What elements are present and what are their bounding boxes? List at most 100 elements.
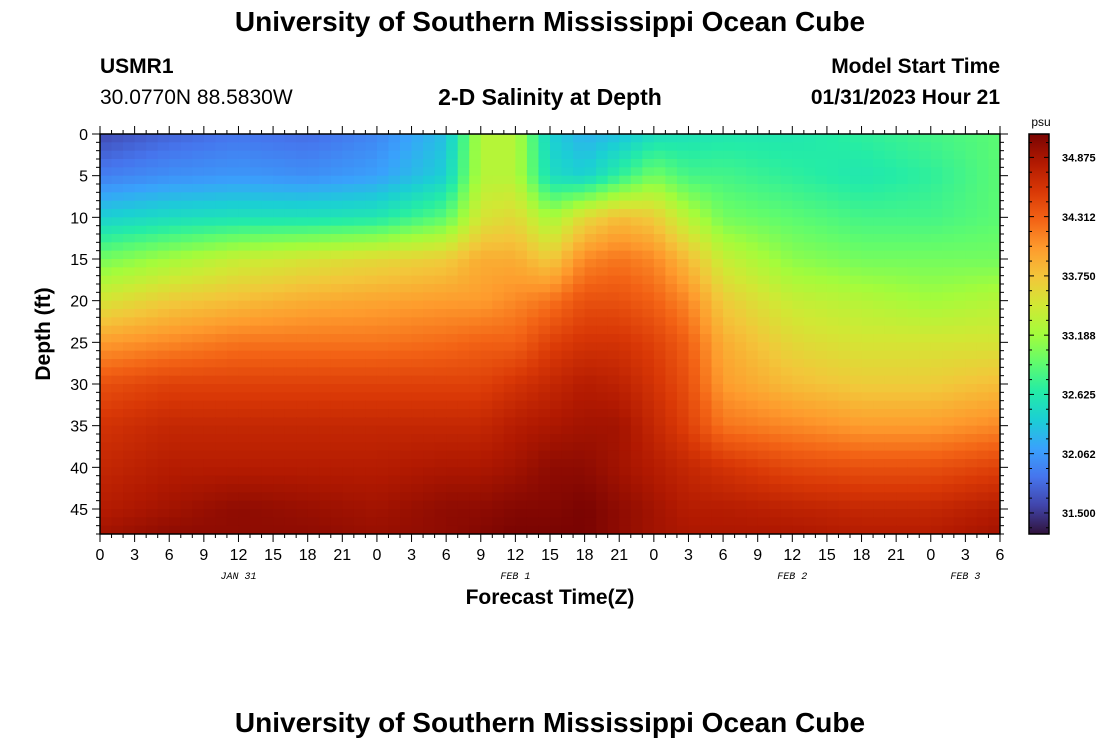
heatmap-cell [192, 409, 205, 418]
heatmap-cell [111, 450, 124, 460]
heatmap-cell [642, 175, 655, 185]
heatmap-cell [573, 142, 586, 152]
heatmap-cell [469, 159, 482, 168]
heatmap-cell [815, 392, 828, 402]
heatmap-cell [100, 467, 113, 477]
heatmap-cell [538, 334, 551, 343]
heatmap-cell [342, 217, 355, 227]
heatmap-cell [584, 184, 597, 193]
heatmap-cell [238, 500, 251, 510]
heatmap-cell [757, 142, 770, 152]
heatmap-cell [838, 434, 851, 443]
heatmap-cell [169, 142, 182, 152]
heatmap-cell [515, 434, 528, 443]
heatmap-cell [146, 334, 159, 343]
heatmap-cell [480, 492, 493, 502]
heatmap-cell [434, 192, 447, 202]
heatmap-cell [607, 234, 620, 243]
heatmap-cell [284, 325, 297, 335]
heatmap-cell [746, 250, 759, 260]
heatmap-cell [711, 409, 724, 418]
heatmap-cell [965, 234, 978, 243]
heatmap-cell [469, 292, 482, 302]
heatmap-cell [250, 134, 263, 143]
heatmap-cell [953, 167, 966, 177]
heatmap-cell [238, 484, 251, 493]
heatmap-cell [434, 500, 447, 510]
heatmap-cell [838, 200, 851, 210]
heatmap-cell [607, 184, 620, 193]
heatmap-cell [792, 459, 805, 468]
heatmap-cell [700, 467, 713, 477]
y-tick-label: 20 [70, 294, 88, 311]
x-tick-label: 15 [541, 547, 559, 564]
heatmap-cell [192, 209, 205, 218]
heatmap-cell [723, 342, 736, 352]
heatmap-cell [792, 409, 805, 418]
heatmap-cell [642, 350, 655, 360]
heatmap-cell [538, 492, 551, 502]
heatmap-cell [434, 342, 447, 352]
heatmap-cell [273, 284, 286, 293]
heatmap-cell [619, 275, 632, 285]
heatmap-cell [469, 142, 482, 152]
heatmap-cell [942, 409, 955, 418]
heatmap-cell [538, 209, 551, 218]
heatmap-cell [953, 134, 966, 143]
heatmap-cell [388, 325, 401, 335]
heatmap-cell [457, 367, 470, 377]
heatmap-cell [469, 359, 482, 368]
heatmap-cell [238, 367, 251, 377]
heatmap-cell [965, 292, 978, 302]
heatmap-cell [815, 375, 828, 385]
heatmap-cell [319, 134, 332, 143]
heatmap-cell [792, 167, 805, 177]
heatmap-cell [561, 242, 574, 252]
heatmap-cell [157, 359, 170, 368]
heatmap-cell [884, 484, 897, 493]
heatmap-cell [388, 525, 401, 534]
heatmap-cell [965, 500, 978, 510]
heatmap-cell [665, 392, 678, 402]
heatmap-cell [780, 459, 793, 468]
heatmap-cell [307, 175, 320, 185]
heatmap-cell [850, 442, 863, 452]
heatmap-cell [376, 509, 390, 518]
heatmap-cell [146, 467, 159, 477]
heatmap-cell [665, 375, 678, 385]
heatmap-cell [884, 250, 897, 260]
heatmap-cell [757, 367, 770, 377]
heatmap-cell [169, 200, 182, 210]
heatmap-cell [803, 392, 816, 402]
heatmap-cell [653, 500, 666, 510]
heatmap-cell [838, 392, 851, 402]
heatmap-cell [711, 259, 724, 268]
heatmap-cell [400, 342, 413, 352]
heatmap-cell [353, 275, 366, 285]
heatmap-cell [342, 192, 355, 202]
heatmap-cell [988, 284, 1000, 293]
heatmap-cell [873, 142, 886, 152]
heatmap-cell [296, 217, 309, 227]
heatmap-cell [261, 292, 274, 302]
heatmap-cell [342, 484, 355, 493]
heatmap-cell [965, 217, 978, 227]
heatmap-cell [792, 184, 805, 193]
heatmap-cell [457, 142, 470, 152]
heatmap-cell [642, 434, 655, 443]
heatmap-cell [515, 292, 528, 302]
heatmap-cell [850, 350, 863, 360]
heatmap-cell [296, 259, 309, 268]
heatmap-cell [746, 259, 759, 268]
heatmap-cell [273, 142, 286, 152]
heatmap-cell [157, 384, 170, 393]
heatmap-cell [365, 142, 378, 152]
heatmap-cell [238, 525, 251, 534]
heatmap-cell [296, 342, 309, 352]
heatmap-cell [850, 375, 863, 385]
heatmap-cell [226, 217, 240, 227]
heatmap-cell [388, 309, 401, 318]
heatmap-cell [515, 142, 528, 152]
heatmap-cell [919, 159, 932, 168]
heatmap-cell [873, 342, 886, 352]
